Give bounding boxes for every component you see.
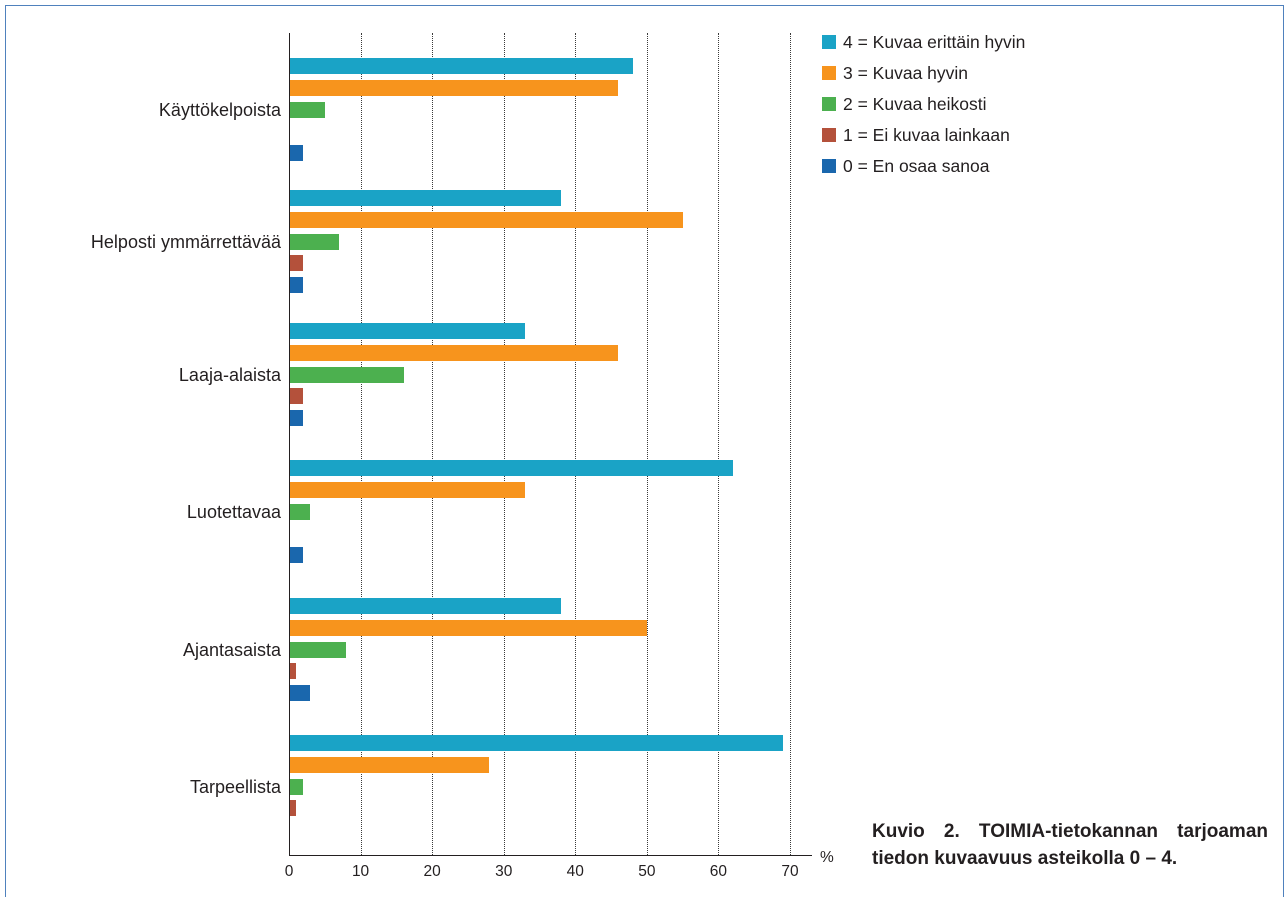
bar-tarpeellista-rating-1 — [290, 800, 297, 816]
bar-laaja-alaista-rating-1 — [290, 388, 304, 404]
x-axis-line — [289, 855, 812, 856]
gridline-30 — [504, 33, 505, 855]
gridline-60 — [718, 33, 719, 855]
legend-swatch-rating-1 — [822, 128, 836, 142]
figure-caption: Kuvio 2. TOIMIA-tietokannan tarjoaman ti… — [872, 821, 1268, 869]
bar-helposti-ymmarrettavaa-rating-2 — [290, 234, 340, 250]
legend-label-rating-2: 2 = Kuvaa heikosti — [843, 94, 987, 114]
bar-ajantasaista-rating-3 — [290, 620, 647, 636]
category-label-luotettavaa: Luotettavaa — [186, 502, 281, 522]
bar-tarpeellista-rating-4 — [290, 735, 783, 751]
bar-laaja-alaista-rating-0 — [290, 410, 304, 426]
bar-luotettavaa-rating-4 — [290, 460, 733, 476]
gridline-20 — [432, 33, 433, 855]
bar-luotettavaa-rating-0 — [290, 547, 304, 563]
bar-tarpeellista-rating-3 — [290, 757, 490, 773]
legend-item-rating-2: 2 = Kuvaa heikosti — [822, 94, 1082, 114]
bar-luotettavaa-rating-3 — [290, 482, 526, 498]
x-tick-label-40: 40 — [566, 863, 584, 880]
legend-swatch-rating-0 — [822, 159, 836, 173]
x-tick-label-30: 30 — [495, 863, 513, 880]
category-label-kayttokelpoista: Käyttökelpoista — [158, 100, 281, 120]
figure-frame — [5, 5, 1284, 897]
category-label-ajantasaista: Ajantasaista — [182, 640, 281, 660]
bar-helposti-ymmarrettavaa-rating-4 — [290, 190, 561, 206]
legend-swatch-rating-2 — [822, 97, 836, 111]
bar-helposti-ymmarrettavaa-rating-3 — [290, 212, 683, 228]
bar-kayttokelpoista-rating-3 — [290, 80, 619, 96]
bar-laaja-alaista-rating-3 — [290, 345, 619, 361]
x-tick-label-60: 60 — [709, 863, 728, 880]
bar-tarpeellista-rating-2 — [290, 779, 304, 795]
x-axis-unit-label: % — [820, 849, 834, 866]
bar-laaja-alaista-rating-4 — [290, 323, 526, 339]
legend-label-rating-1: 1 = Ei kuvaa lainkaan — [843, 125, 1010, 145]
bar-kayttokelpoista-rating-0 — [290, 145, 304, 161]
bar-kayttokelpoista-rating-2 — [290, 102, 325, 118]
bar-ajantasaista-rating-4 — [290, 598, 561, 614]
x-tick-label-0: 0 — [284, 863, 294, 880]
bar-ajantasaista-rating-0 — [290, 685, 311, 701]
bar-luotettavaa-rating-2 — [290, 504, 311, 520]
x-tick-label-20: 20 — [423, 863, 441, 880]
bar-laaja-alaista-rating-2 — [290, 367, 404, 383]
legend-label-rating-3: 3 = Kuvaa hyvin — [843, 63, 969, 83]
bar-kayttokelpoista-rating-4 — [290, 58, 633, 74]
legend-label-rating-4: 4 = Kuvaa erittäin hyvin — [843, 32, 1026, 52]
x-tick-label-50: 50 — [638, 863, 656, 880]
legend-item-rating-0: 0 = En osaa sanoa — [822, 156, 1082, 176]
legend-item-rating-4: 4 = Kuvaa erittäin hyvin — [822, 32, 1082, 52]
bar-helposti-ymmarrettavaa-rating-0 — [290, 277, 304, 293]
legend-item-rating-1: 1 = Ei kuvaa lainkaan — [822, 125, 1082, 145]
bar-ajantasaista-rating-2 — [290, 642, 347, 658]
gridline-50 — [647, 33, 648, 855]
bar-helposti-ymmarrettavaa-rating-1 — [290, 255, 304, 271]
x-tick-label-70: 70 — [781, 863, 799, 880]
legend-swatch-rating-4 — [822, 35, 836, 49]
category-label-laaja-alaista: Laaja-alaista — [178, 365, 281, 385]
category-label-tarpeellista: Tarpeellista — [189, 777, 281, 797]
legend-item-rating-3: 3 = Kuvaa hyvin — [822, 63, 1082, 83]
legend-label-rating-0: 0 = En osaa sanoa — [843, 156, 990, 176]
gridline-40 — [575, 33, 576, 855]
bar-ajantasaista-rating-1 — [290, 663, 297, 679]
y-axis-line — [289, 33, 290, 856]
x-tick-label-10: 10 — [351, 863, 370, 880]
gridline-10 — [361, 33, 362, 855]
gridline-70 — [790, 33, 791, 855]
legend-swatch-rating-3 — [822, 66, 836, 80]
category-label-helposti-ymmarrettavaa: Helposti ymmärrettävää — [90, 232, 281, 252]
